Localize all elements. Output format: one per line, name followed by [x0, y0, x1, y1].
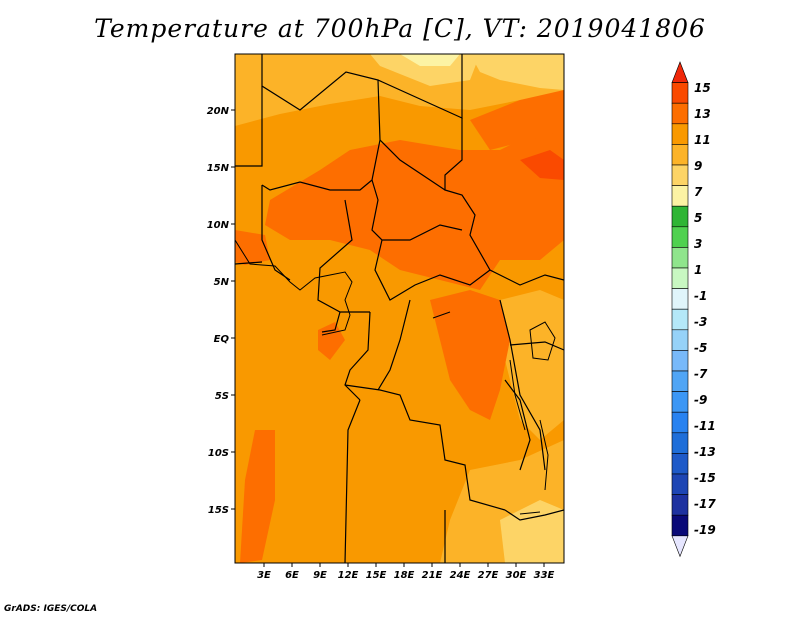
colorbar-label: -11 — [694, 419, 716, 433]
colorbar-swatch — [671, 329, 689, 351]
colorbar-label: -15 — [694, 471, 716, 485]
lon-tick-label: 24E — [450, 570, 471, 581]
field-11-13-congo — [430, 290, 510, 420]
field-11-13-sw — [240, 430, 275, 563]
coastline — [235, 239, 556, 515]
colorbar-label: -3 — [694, 315, 707, 329]
colorbar-label: -13 — [694, 445, 716, 459]
colorbar-swatch — [671, 370, 689, 392]
colorbar-label: -7 — [694, 367, 708, 381]
colorbar-swatch — [671, 350, 689, 372]
colorbar-swatch — [671, 247, 689, 269]
colorbar-label: 11 — [694, 133, 711, 147]
colorbar-swatch — [671, 123, 689, 145]
colorbar-swatch — [671, 205, 689, 228]
colorbar-swatch — [671, 164, 689, 186]
colorbar-label: 7 — [694, 185, 703, 199]
lon-tick-label: 33E — [534, 570, 555, 581]
colorbar-swatch — [671, 288, 689, 310]
colorbar-swatch — [671, 453, 689, 475]
colorbar-labels: 15 13 11 9 7 5 3 1 -1 -3 -5 -7 -9 -11 -1… — [694, 81, 716, 537]
field-5-7-ne — [470, 54, 564, 90]
colorbar-label: 5 — [694, 211, 702, 225]
colorbar-swatch — [671, 494, 689, 516]
colorbar-swatch — [671, 226, 689, 248]
colorbar-swatch — [671, 391, 689, 413]
field-11-13-west — [235, 230, 270, 265]
temperature-field — [235, 54, 564, 563]
lon-tick-label: 9E — [313, 570, 327, 581]
lat-tick-label: 15N — [207, 163, 230, 174]
map-frame — [234, 53, 565, 564]
lat-tick-label: EQ — [214, 334, 230, 345]
credit-text: GrADS: IGES/COLA — [4, 604, 98, 614]
lat-tick-label: 15S — [208, 505, 229, 516]
lon-tick-label: 21E — [422, 570, 443, 581]
colorbar-swatch — [671, 102, 689, 125]
lat-axis: 20N 15N 10N 5N EQ 5S 10S 15S — [207, 106, 235, 516]
lon-tick-label: 3E — [257, 570, 271, 581]
map-title: Temperature at 700hPa [C], VT: 201904180… — [94, 14, 706, 43]
field-11-13-ne2 — [520, 150, 564, 180]
colorbar — [671, 61, 689, 558]
lon-axis: 3E 6E 9E 12E 15E 18E 21E 24E 27E 30E 33E — [257, 563, 555, 581]
lat-tick-label: 5S — [215, 391, 229, 402]
colorbar-swatch — [671, 185, 689, 207]
colorbar-label: -1 — [694, 289, 707, 303]
colorbar-swatch — [671, 514, 689, 537]
lon-tick-label: 18E — [394, 570, 415, 581]
lon-tick-label: 12E — [338, 570, 359, 581]
lon-tick-label: 27E — [478, 570, 499, 581]
field-5-7-se — [500, 500, 564, 563]
field-3-5-north — [400, 54, 460, 66]
lat-tick-label: 10N — [207, 220, 230, 231]
colorbar-label: 13 — [694, 107, 711, 121]
field-11-13-ne — [470, 90, 564, 150]
colorbar-label: 3 — [694, 237, 702, 251]
colorbar-label: -5 — [694, 341, 707, 355]
colorbar-label: -19 — [694, 523, 716, 537]
colorbar-swatch — [671, 535, 689, 558]
colorbar-label: 9 — [694, 159, 702, 173]
field-11-13-sahel — [265, 120, 564, 290]
lat-tick-label: 20N — [207, 106, 230, 117]
colorbar-label: 15 — [694, 81, 711, 95]
colorbar-swatch — [671, 411, 689, 434]
lon-tick-label: 15E — [366, 570, 387, 581]
colorbar-swatch — [671, 144, 689, 166]
colorbar-label: 1 — [694, 263, 702, 277]
colorbar-swatch — [671, 432, 689, 454]
lon-tick-label: 30E — [506, 570, 527, 581]
colorbar-swatch — [671, 267, 689, 289]
country-borders — [235, 54, 564, 563]
colorbar-swatch — [671, 82, 689, 104]
lat-tick-label: 10S — [208, 448, 229, 459]
lon-tick-label: 6E — [285, 570, 299, 581]
colorbar-swatch — [671, 308, 689, 331]
colorbar-swatch — [671, 473, 689, 495]
colorbar-label: -9 — [694, 393, 707, 407]
colorbar-label: -17 — [694, 497, 716, 511]
lat-tick-label: 5N — [214, 277, 230, 288]
colorbar-swatch — [671, 61, 689, 83]
